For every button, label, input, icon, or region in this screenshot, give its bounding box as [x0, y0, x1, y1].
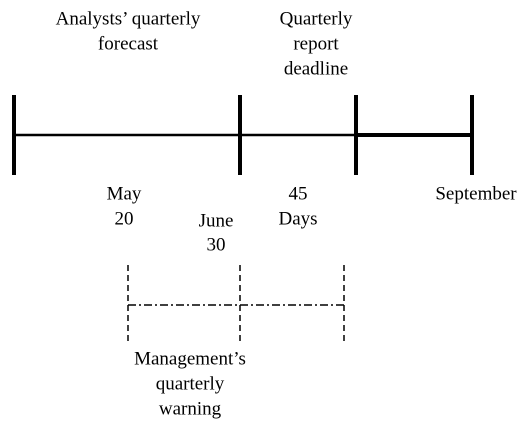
label: Analysts’ quarterly — [56, 8, 201, 29]
label: warning — [159, 398, 222, 419]
label: quarterly — [156, 373, 225, 394]
label: June — [199, 210, 234, 231]
label: Days — [278, 208, 317, 229]
label: May — [107, 183, 142, 204]
label: deadline — [284, 58, 348, 79]
label: 20 — [115, 208, 134, 229]
label: September — [435, 183, 517, 204]
label: Quarterly — [280, 8, 353, 29]
label: 45 — [289, 183, 308, 204]
label: Management’s — [134, 348, 246, 369]
label: forecast — [98, 33, 159, 54]
label: 30 — [207, 234, 226, 255]
label: report — [293, 33, 339, 54]
